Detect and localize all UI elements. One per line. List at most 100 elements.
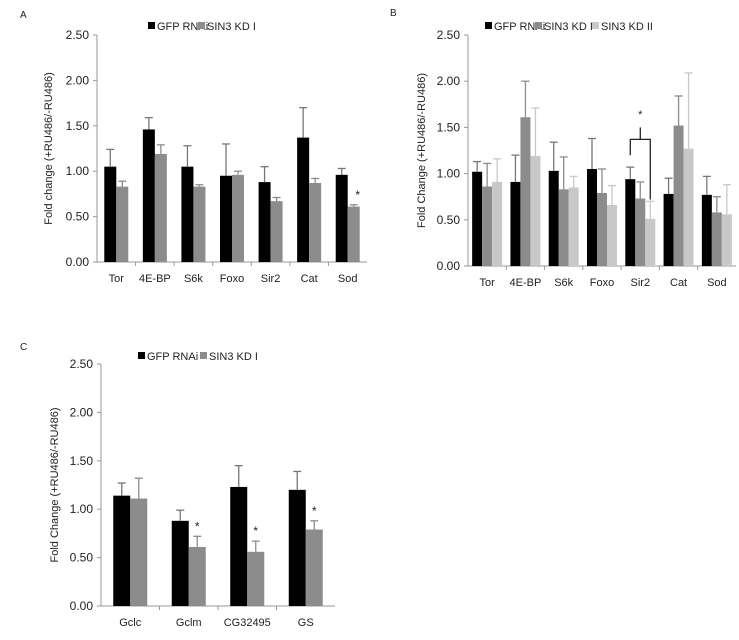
- x-tick-label: S6k: [184, 273, 203, 285]
- bar: [171, 520, 189, 606]
- y-axis-title: Fold Change (+RU486/-RU486): [49, 408, 61, 563]
- legend-label: GFP RNAi: [147, 351, 198, 363]
- y-tick-label: 1.00: [437, 167, 461, 181]
- bar: [270, 201, 283, 262]
- bar: [701, 194, 712, 266]
- x-tick-label: Sir2: [631, 277, 651, 289]
- y-tick-label: 1.50: [437, 120, 461, 134]
- y-tick-label: 2.00: [66, 73, 90, 87]
- bar: [548, 170, 559, 266]
- y-tick-label: 2.00: [437, 74, 461, 88]
- bar: [492, 181, 503, 266]
- y-tick-label: 2.50: [70, 357, 94, 371]
- significance-star: *: [195, 519, 200, 533]
- bar: [142, 129, 155, 262]
- legend-swatch: [200, 352, 207, 359]
- y-axis-title: Fold change (+RU486/-RU486): [43, 72, 55, 225]
- legend-label: SIN3 KD I: [544, 21, 593, 33]
- x-tick-label: Tor: [480, 277, 496, 289]
- bar: [673, 125, 684, 266]
- legend-label: SIN3 KD I: [207, 21, 256, 33]
- x-tick-label: Foxo: [590, 277, 614, 289]
- bar: [309, 183, 322, 262]
- significance-star: *: [253, 524, 258, 538]
- bar: [232, 174, 244, 262]
- legend-label: SIN3 KD I: [209, 351, 258, 363]
- bar: [247, 551, 265, 606]
- bar: [587, 168, 597, 266]
- bar: [558, 189, 569, 266]
- bar: [625, 179, 636, 266]
- bar: [510, 181, 521, 266]
- x-tick-label: Cat: [670, 277, 687, 289]
- bar: [130, 498, 148, 606]
- legend-label: GFP RNAi: [157, 21, 208, 33]
- x-tick-label: Cat: [301, 273, 318, 285]
- legend-swatch: [138, 352, 145, 359]
- bar: [258, 182, 271, 262]
- y-tick-label: 1.50: [70, 454, 94, 468]
- y-tick-label: 2.00: [70, 405, 94, 419]
- x-tick-label: Tor: [109, 273, 125, 285]
- panel-label: B: [390, 8, 397, 19]
- bar: [113, 495, 131, 606]
- bar: [645, 218, 656, 266]
- x-tick-label: CG32495: [224, 617, 271, 629]
- legend-label: GFP RNAi: [494, 21, 545, 33]
- x-tick-label: 4E-BP: [510, 277, 542, 289]
- legend-swatch: [592, 22, 599, 29]
- legend-swatch: [485, 22, 492, 29]
- bar: [335, 174, 348, 262]
- x-tick-label: Foxo: [220, 273, 244, 285]
- x-tick-label: Gclc: [119, 617, 142, 629]
- bar: [305, 529, 323, 606]
- y-tick-label: 0.00: [437, 259, 461, 273]
- bar: [683, 148, 694, 266]
- bar: [607, 205, 617, 266]
- y-tick-label: 1.00: [70, 502, 94, 516]
- significance-star: *: [355, 188, 360, 202]
- bar: [116, 186, 129, 262]
- x-tick-label: Sod: [707, 277, 727, 289]
- x-tick-label: GS: [298, 617, 314, 629]
- panel-label: A: [20, 10, 27, 21]
- bar: [193, 186, 206, 262]
- y-tick-label: 0.50: [437, 213, 461, 227]
- bar: [230, 486, 248, 606]
- bar: [347, 206, 360, 262]
- significance-star: *: [638, 109, 643, 121]
- legend-swatch: [198, 22, 205, 29]
- bar: [220, 175, 232, 262]
- y-tick-label: 1.50: [66, 119, 90, 133]
- bar: [297, 137, 310, 262]
- bar: [530, 156, 541, 266]
- x-tick-label: S6k: [554, 277, 573, 289]
- y-tick-label: 0.00: [70, 599, 94, 613]
- significance-star: *: [312, 504, 317, 518]
- bar: [154, 153, 167, 262]
- bar: [188, 546, 206, 606]
- legend-label: SIN3 KD II: [601, 21, 653, 33]
- bar: [663, 193, 674, 266]
- y-tick-label: 0.00: [66, 255, 90, 269]
- y-tick-label: 0.50: [70, 551, 94, 565]
- x-tick-label: Sod: [338, 273, 358, 285]
- bar: [104, 166, 117, 262]
- y-axis-title: Fold Change (+RU486/-RU486): [416, 73, 428, 228]
- bar: [181, 166, 194, 262]
- bar: [520, 117, 531, 267]
- y-tick-label: 1.00: [66, 164, 90, 178]
- bar: [711, 212, 722, 266]
- bar: [597, 193, 607, 266]
- panel-label: C: [20, 342, 27, 353]
- x-tick-label: Sir2: [261, 273, 281, 285]
- y-tick-label: 2.50: [437, 28, 461, 42]
- x-tick-label: 4E-BP: [139, 273, 171, 285]
- bar: [472, 171, 483, 266]
- bar: [482, 186, 493, 266]
- bar: [635, 198, 646, 266]
- y-tick-label: 2.50: [66, 28, 90, 42]
- y-tick-label: 0.50: [66, 210, 90, 224]
